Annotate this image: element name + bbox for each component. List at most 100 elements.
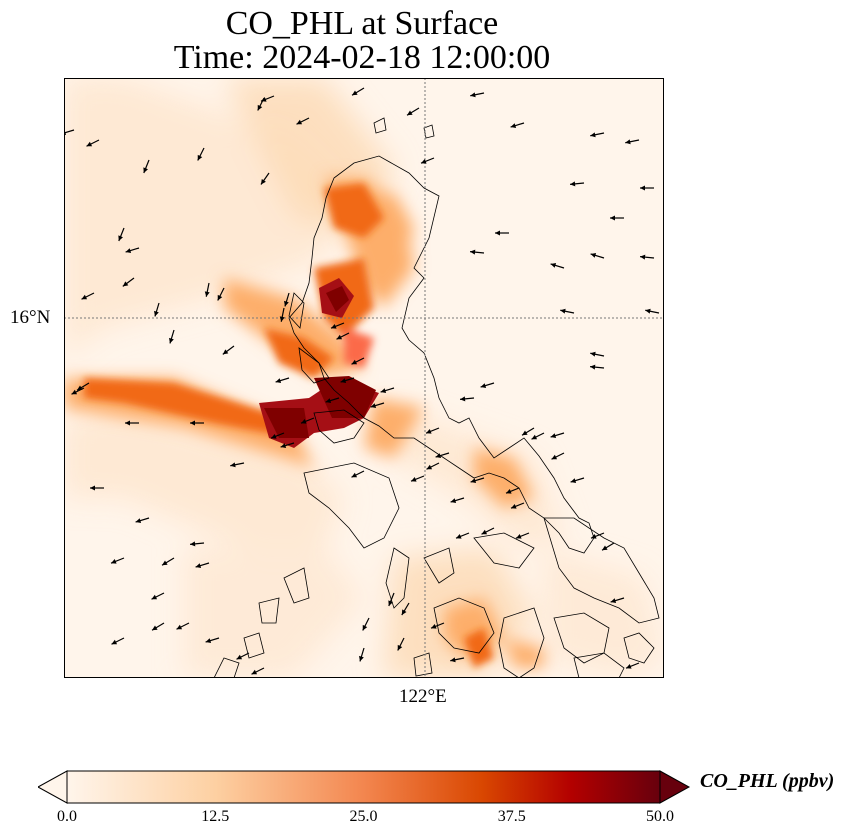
wind-arrowhead [71, 389, 78, 395]
map-panel [64, 78, 664, 678]
wind-arrowhead [204, 291, 210, 297]
wind-arrowhead [481, 529, 488, 535]
wind-arrowhead [111, 639, 118, 645]
map-title: CO_PHL at Surface [225, 5, 499, 42]
wind-arrowhead [331, 324, 337, 329]
wind-arrowhead [495, 230, 500, 236]
wind-arrowhead [480, 383, 487, 388]
wind-arrowhead [610, 215, 615, 221]
colorbar-max-extend [659, 770, 691, 804]
wind-arrowhead [280, 443, 287, 448]
wind-arrowhead [590, 132, 596, 138]
wind-vectors [64, 87, 660, 678]
wind-arrowhead [125, 248, 132, 253]
wind-arrowhead [340, 378, 347, 383]
wind-arrowhead [625, 139, 631, 145]
wind-arrowhead [122, 281, 129, 287]
wind-arrowhead [521, 430, 528, 436]
wind-arrowhead [195, 563, 202, 568]
colorbar-tick-label: 25.0 [349, 808, 378, 825]
wind-arrowhead [460, 396, 466, 402]
wind-arrowhead [271, 434, 277, 439]
wind-arrowhead [257, 104, 263, 111]
wind-arrowhead [143, 167, 148, 173]
wind-arrowhead [161, 560, 168, 566]
gridlines [64, 78, 664, 678]
wind-arrowhead [296, 119, 303, 125]
wind-arrowhead [388, 600, 393, 606]
colorbar-tick-label: 0.0 [57, 808, 77, 825]
wind-arrowhead [450, 498, 457, 503]
wind-arrowhead [601, 545, 608, 551]
wind-arrowhead [450, 657, 456, 663]
wind-arrowhead [351, 472, 358, 478]
wind-arrowhead [351, 90, 358, 96]
wind-arrowhead [86, 141, 93, 147]
wind-arrowhead [351, 359, 358, 365]
wind-arrowhead [230, 462, 236, 468]
wind-arrowhead [426, 464, 433, 470]
wind-arrowhead [590, 253, 597, 258]
wind-arrowhead [411, 477, 417, 482]
wind-arrowhead [511, 504, 517, 509]
wind-arrowhead [401, 609, 407, 616]
wind-arrowhead [81, 294, 88, 300]
wind-arrowhead [336, 334, 343, 340]
wind-arrowhead [176, 624, 183, 630]
colorbar-label: CO_PHL (ppbv) [700, 770, 835, 792]
wind-arrowhead [301, 419, 307, 424]
colorbar-gradient [66, 770, 661, 804]
longitude-tick-label: 122°E [399, 686, 447, 707]
wind-arrowhead [421, 159, 427, 164]
wind-arrowhead [260, 178, 266, 185]
colorbar-tick-label: 37.5 [497, 808, 526, 825]
wind-arrowhead [284, 300, 289, 307]
wind-arrowhead [370, 403, 377, 408]
wind-arrowhead [531, 434, 538, 440]
wind-arrowhead [510, 123, 517, 128]
wind-arrowhead [426, 429, 432, 434]
wind-arrowhead [570, 478, 577, 483]
wind-arrowhead [251, 669, 258, 675]
wind-arrowhead [397, 644, 403, 651]
colorbar-tick-label: 12.5 [201, 808, 230, 825]
concentration-map [64, 78, 664, 678]
wind-arrowhead [261, 97, 267, 102]
wind-arrowhead [205, 638, 212, 643]
wind-arrowhead [125, 420, 130, 426]
wind-arrowhead [135, 518, 142, 523]
wind-arrowhead [550, 263, 557, 268]
wind-arrowhead [325, 398, 332, 403]
wind-arrowhead [610, 598, 617, 603]
wind-arrowhead [359, 655, 364, 662]
wind-arrowhead [645, 308, 651, 314]
wind-arrowhead [151, 594, 158, 600]
wind-arrowhead [406, 110, 413, 116]
wind-arrowhead [279, 316, 285, 322]
colorbar-tick-label: 50.0 [646, 808, 674, 825]
wind-arrowhead [560, 308, 566, 314]
wind-arrowhead [190, 541, 196, 547]
wind-arrowhead [431, 624, 437, 629]
wind-arrow [64, 129, 75, 134]
latitude-tick-label: 16°N [10, 307, 51, 328]
wind-arrowhead [640, 254, 646, 260]
wind-arrowhead [590, 364, 596, 370]
wind-arrowhead [154, 310, 159, 317]
wind-arrowhead [197, 154, 203, 161]
wind-arrowhead [570, 181, 576, 187]
wind-arrowhead [516, 534, 522, 539]
wind-arrowhead [380, 388, 387, 393]
wind-arrowhead [362, 624, 368, 631]
coastlines [213, 117, 660, 678]
wind-arrowhead [275, 378, 282, 383]
wind-arrowhead [118, 235, 123, 241]
wind-arrowhead [217, 294, 223, 301]
colorbar-min-extend [38, 770, 68, 804]
wind-arrowhead [506, 489, 512, 494]
wind-arrowhead [236, 654, 243, 660]
wind-arrowhead [640, 185, 645, 191]
wind-arrowhead [111, 559, 117, 564]
map-time-subtitle: Time: 2024-02-18 12:00:00 [173, 39, 551, 76]
wind-arrowhead [591, 534, 597, 539]
